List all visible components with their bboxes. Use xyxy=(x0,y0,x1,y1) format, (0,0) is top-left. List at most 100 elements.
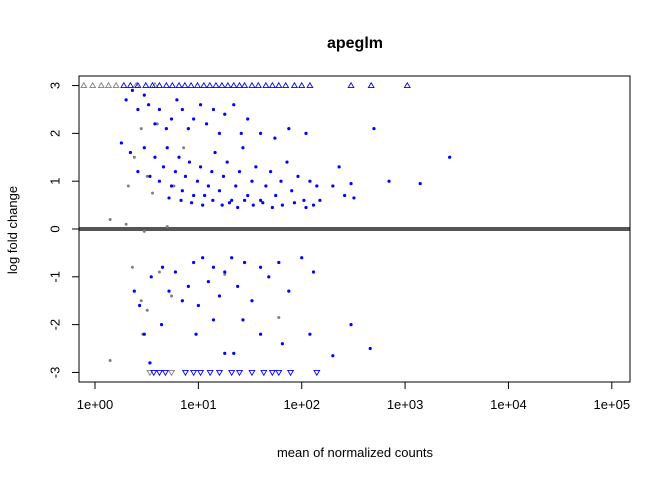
point-significant xyxy=(246,193,250,198)
capped-up-significant xyxy=(206,81,214,88)
point-not-significant xyxy=(223,272,227,276)
point-significant xyxy=(194,332,198,336)
x-tick-label: 1e+02 xyxy=(283,397,320,412)
point-significant xyxy=(258,265,263,269)
point-significant xyxy=(220,203,224,207)
point-significant xyxy=(149,275,153,279)
point-significant xyxy=(234,184,238,188)
point-significant xyxy=(196,303,200,308)
point-significant xyxy=(368,346,372,351)
point-significant xyxy=(167,289,171,293)
point-significant xyxy=(308,332,312,336)
point-significant xyxy=(142,146,146,150)
point-significant xyxy=(153,155,157,159)
capped-up-significant xyxy=(275,81,283,88)
point-significant xyxy=(136,170,140,174)
capped-down-significant xyxy=(150,370,158,377)
point-significant xyxy=(250,299,254,303)
capped-up-significant xyxy=(306,81,314,88)
point-significant xyxy=(352,196,356,200)
point-significant xyxy=(331,184,335,188)
point-significant xyxy=(267,275,271,279)
capped-down-significant xyxy=(313,370,321,377)
point-significant xyxy=(195,179,200,183)
point-not-significant xyxy=(170,294,174,298)
point-significant xyxy=(206,184,210,188)
capped-down-significant xyxy=(248,370,256,377)
point-significant xyxy=(242,260,247,265)
capped-down-significant xyxy=(190,370,198,377)
capped-up-significant xyxy=(235,81,244,88)
point-significant xyxy=(160,265,165,269)
point-not-significant xyxy=(130,265,134,269)
point-not-significant xyxy=(151,191,155,195)
capped-up-significant xyxy=(262,81,270,88)
point-significant xyxy=(169,184,174,188)
point-significant xyxy=(198,165,203,169)
point-significant xyxy=(167,196,171,200)
point-significant xyxy=(165,146,169,150)
point-significant xyxy=(186,126,190,131)
point-significant xyxy=(217,294,222,298)
capped-up-significant xyxy=(187,81,195,88)
point-significant xyxy=(148,361,152,365)
capped-down-not-significant xyxy=(146,370,154,377)
capped-up-significant xyxy=(230,81,238,88)
y-tick-label: 0 xyxy=(48,225,63,232)
capped-up-significant xyxy=(181,81,189,88)
point-significant xyxy=(173,270,178,274)
point-not-significant xyxy=(139,127,143,131)
point-significant xyxy=(241,146,245,150)
point-significant xyxy=(302,198,306,202)
point-not-significant xyxy=(157,270,161,274)
point-not-significant xyxy=(155,122,159,126)
capped-up-significant xyxy=(162,81,170,88)
point-significant xyxy=(142,93,146,97)
point-significant xyxy=(206,279,210,284)
point-significant xyxy=(211,198,215,202)
point-significant xyxy=(137,303,142,308)
point-significant xyxy=(258,332,263,336)
point-significant xyxy=(159,323,164,327)
point-significant xyxy=(349,181,353,186)
x-tick-label: 1e+05 xyxy=(594,397,631,412)
point-significant xyxy=(274,193,278,198)
point-significant xyxy=(304,205,308,210)
point-significant xyxy=(290,189,294,193)
point-significant xyxy=(241,318,245,322)
point-significant xyxy=(177,155,181,159)
capped-down-significant xyxy=(260,370,268,377)
point-significant xyxy=(296,174,300,179)
point-significant xyxy=(128,150,133,155)
capped-up-significant xyxy=(193,81,202,88)
point-not-significant xyxy=(277,315,281,319)
capped-down-significant xyxy=(228,370,236,377)
point-significant xyxy=(277,260,281,265)
point-significant xyxy=(261,201,265,205)
point-significant xyxy=(237,170,242,174)
capped-down-significant xyxy=(181,370,190,377)
capped-up-significant xyxy=(168,81,176,88)
point-not-significant xyxy=(172,184,176,188)
point-significant xyxy=(343,193,347,198)
point-significant xyxy=(251,203,255,207)
point-significant xyxy=(213,150,217,155)
x-tick-label: 1e+00 xyxy=(77,397,114,412)
point-significant xyxy=(280,342,284,346)
point-significant xyxy=(183,174,188,179)
point-significant xyxy=(285,160,289,164)
point-significant xyxy=(225,160,229,164)
y-tick-label: 2 xyxy=(48,130,63,137)
point-not-significant xyxy=(132,155,136,159)
capped-up-significant xyxy=(142,81,150,88)
capped-down-significant xyxy=(196,370,205,377)
capped-down-significant xyxy=(268,370,276,377)
point-significant xyxy=(153,122,157,126)
capped-down-significant xyxy=(235,370,244,377)
capped-up-significant xyxy=(403,81,411,88)
capped-up-significant xyxy=(248,81,256,88)
point-significant xyxy=(448,155,452,159)
capped-up-significant xyxy=(224,81,232,88)
capped-up-significant xyxy=(134,81,142,88)
